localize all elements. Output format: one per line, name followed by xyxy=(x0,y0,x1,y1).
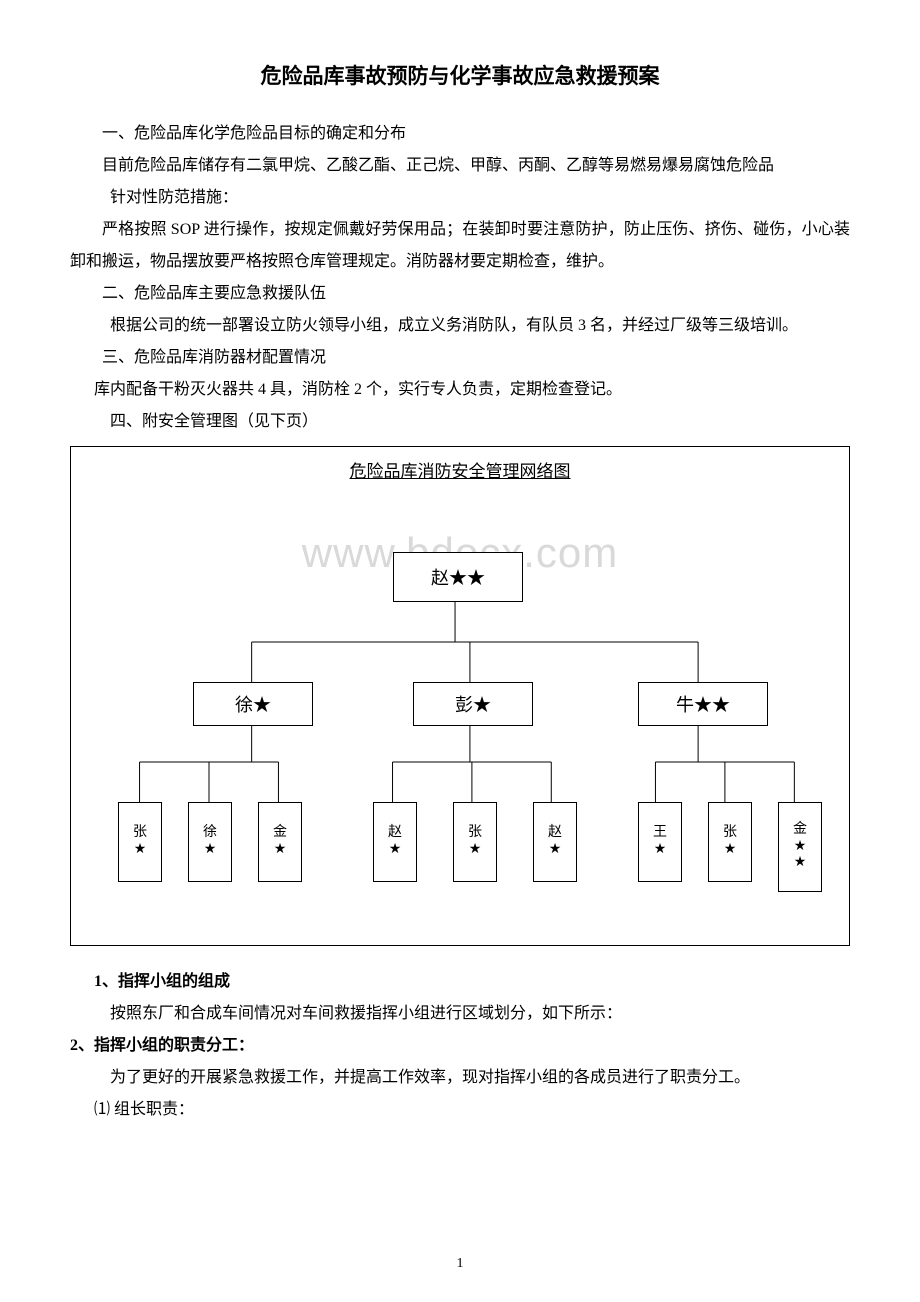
para-section2-head: 二、危险品库主要应急救援队伍 xyxy=(70,278,850,310)
org-node: 张★ xyxy=(453,802,497,882)
org-node: 金★ xyxy=(258,802,302,882)
org-node: 赵★ xyxy=(373,802,417,882)
org-node: 张★ xyxy=(118,802,162,882)
sub2-head: 2、指挥小组的职责分工： xyxy=(70,1030,850,1062)
para-section3-body: 库内配备干粉灭火器共 4 具，消防栓 2 个，实行专人负责，定期检查登记。 xyxy=(70,374,850,406)
sub3-head: ⑴ 组长职责： xyxy=(70,1094,850,1126)
para-section1-head: 一、危险品库化学危险品目标的确定和分布 xyxy=(70,118,850,150)
org-chart-area: 赵★★ 徐★ 彭★ 牛★★ 张★ 徐★ 金★ 赵★ 张★ 赵★ 王★ 张★ 金★★ xyxy=(83,502,837,922)
sub2-body: 为了更好的开展紧急救援工作，并提高工作效率，现对指挥小组的各成员进行了职责分工。 xyxy=(70,1062,850,1094)
org-node: 金★★ xyxy=(778,802,822,892)
org-chart-title: 危险品库消防安全管理网络图 xyxy=(83,457,837,482)
para-measures-head: 针对性防范措施： xyxy=(70,182,850,214)
para-section2-body: 根据公司的统一部署设立防火领导小组，成立义务消防队，有队员 3 名，并经过厂级等… xyxy=(70,310,850,342)
org-node: 徐★ xyxy=(188,802,232,882)
page-number: 1 xyxy=(457,1256,464,1272)
para-measures-body: 严格按照 SOP 进行操作，按规定佩戴好劳保用品；在装卸时要注意防护，防止压伤、… xyxy=(70,214,850,278)
doc-title: 危险品库事故预防与化学事故应急救援预案 xyxy=(70,60,850,90)
org-node: 张★ xyxy=(708,802,752,882)
org-node: 牛★★ xyxy=(638,682,768,726)
org-node: 赵★★ xyxy=(393,552,523,602)
para-storage-list: 目前危险品库储存有二氯甲烷、乙酸乙酯、正己烷、甲醇、丙酮、乙醇等易燃易爆易腐蚀危… xyxy=(70,150,850,182)
org-node: 赵★ xyxy=(533,802,577,882)
para-section4-head: 四、附安全管理图（见下页） xyxy=(70,406,850,438)
org-node: 王★ xyxy=(638,802,682,882)
org-node: 彭★ xyxy=(413,682,533,726)
org-chart-container: 危险品库消防安全管理网络图 www.bdocx.com 赵★★徐★彭★牛★★张★… xyxy=(70,446,850,946)
para-section3-head: 三、危险品库消防器材配置情况 xyxy=(70,342,850,374)
sub1-body: 按照东厂和合成车间情况对车间救援指挥小组进行区域划分，如下所示： xyxy=(70,998,850,1030)
sub1-head: 1、指挥小组的组成 xyxy=(70,966,850,998)
org-node: 徐★ xyxy=(193,682,313,726)
